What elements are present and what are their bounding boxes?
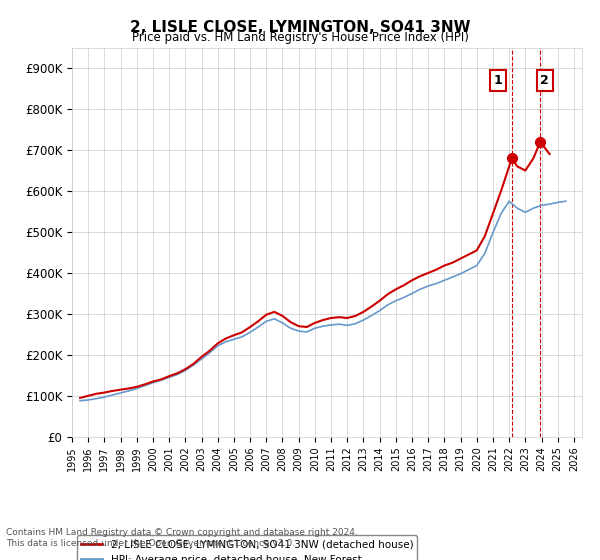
Text: Price paid vs. HM Land Registry's House Price Index (HPI): Price paid vs. HM Land Registry's House … [131, 31, 469, 44]
Text: 1: 1 [493, 74, 502, 87]
Text: Contains HM Land Registry data © Crown copyright and database right 2024.
This d: Contains HM Land Registry data © Crown c… [6, 528, 358, 548]
Text: 2: 2 [541, 74, 549, 87]
Text: 2, LISLE CLOSE, LYMINGTON, SO41 3NW: 2, LISLE CLOSE, LYMINGTON, SO41 3NW [130, 20, 470, 35]
Legend: 2, LISLE CLOSE, LYMINGTON, SO41 3NW (detached house), HPI: Average price, detach: 2, LISLE CLOSE, LYMINGTON, SO41 3NW (det… [77, 535, 418, 560]
